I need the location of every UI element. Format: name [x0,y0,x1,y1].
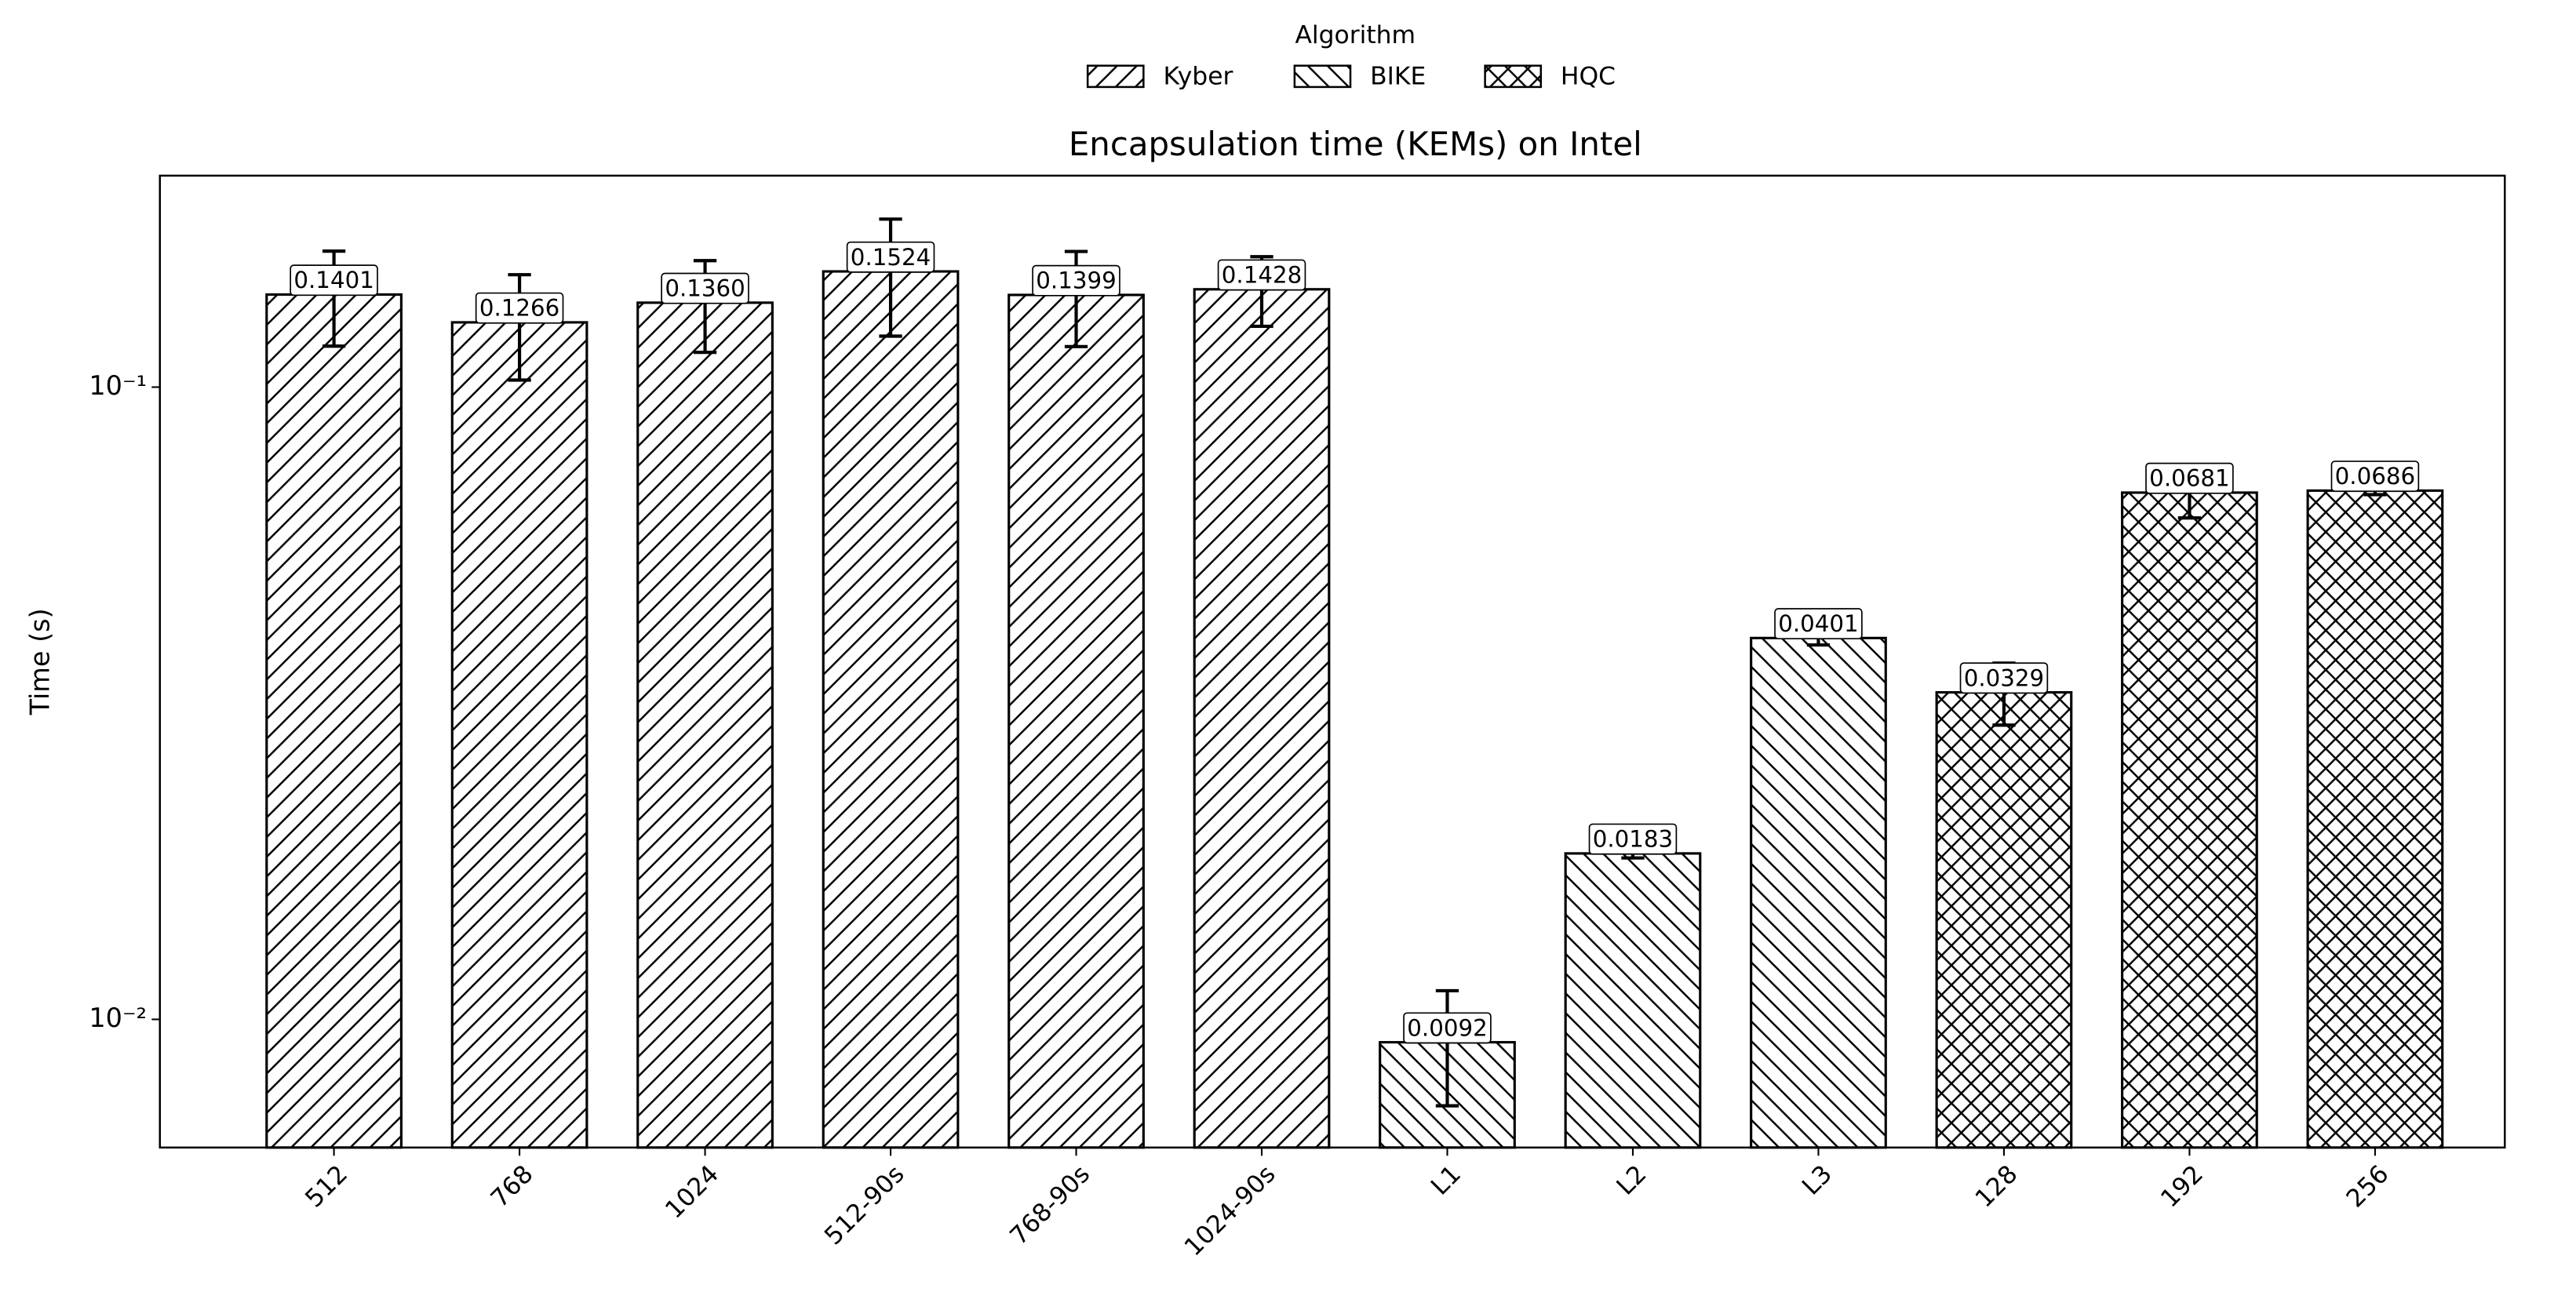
legend-label: BIKE [1370,62,1426,90]
value-label-box [1217,259,1306,291]
value-label: 0.1266 [479,295,559,322]
legend-label: HQC [1561,62,1616,90]
value-label: 0.0686 [2335,463,2415,490]
bar-hatch [1935,691,2073,1149]
value-label-box [846,241,935,273]
legend-swatch-hatch [1293,64,1352,89]
value-label-box [1959,662,2049,694]
bar-hatch [636,301,774,1149]
value-label-box [1588,823,1678,855]
value-label-box [661,272,749,304]
plot-frame [158,174,2506,1149]
value-label-box [2145,462,2234,494]
legend-swatch-hatch [1086,64,1145,89]
bar-hatch [265,293,403,1149]
legend-label: Kyber [1163,62,1233,90]
value-label: 0.1428 [1222,262,1302,289]
value-label: 0.0401 [1778,610,1858,637]
value-label: 0.0329 [1964,664,2044,691]
error-bar [508,273,531,382]
y-tick-label: 10⁻² [89,1003,147,1033]
value-label-box [1403,1012,1492,1044]
value-label: 0.0681 [2149,465,2229,492]
error-bar [1435,988,1459,1108]
value-label-box [475,292,564,324]
bar-hatch [1750,636,1887,1149]
y-axis-label: Time (s) [25,608,56,715]
bar-hatch [822,270,960,1149]
value-label: 0.1399 [1036,267,1116,294]
value-label-box [1774,608,1863,640]
legend-title: Algorithm [1295,21,1416,49]
value-label: 0.1360 [665,275,745,302]
bar-hatch [450,321,588,1149]
bar-hatch [1193,288,1331,1149]
value-label-box [290,264,378,297]
legend-swatch-hatch [1484,64,1543,89]
y-tick-label: 10⁻¹ [89,370,147,401]
bar-hatch [1564,852,1702,1149]
chart-title: Encapsulation time (KEMs) on Intel [1069,125,1642,163]
error-bar [879,217,902,338]
bar-hatch [1007,293,1145,1149]
bar-hatch [2306,489,2444,1149]
bar-hatch [2121,491,2258,1149]
value-label-box [2330,460,2420,493]
value-label: 0.1524 [851,244,931,271]
value-label: 0.0092 [1407,1014,1487,1041]
value-label: 0.1401 [293,267,373,293]
value-label: 0.0183 [1593,826,1673,853]
value-label-box [1032,264,1120,297]
